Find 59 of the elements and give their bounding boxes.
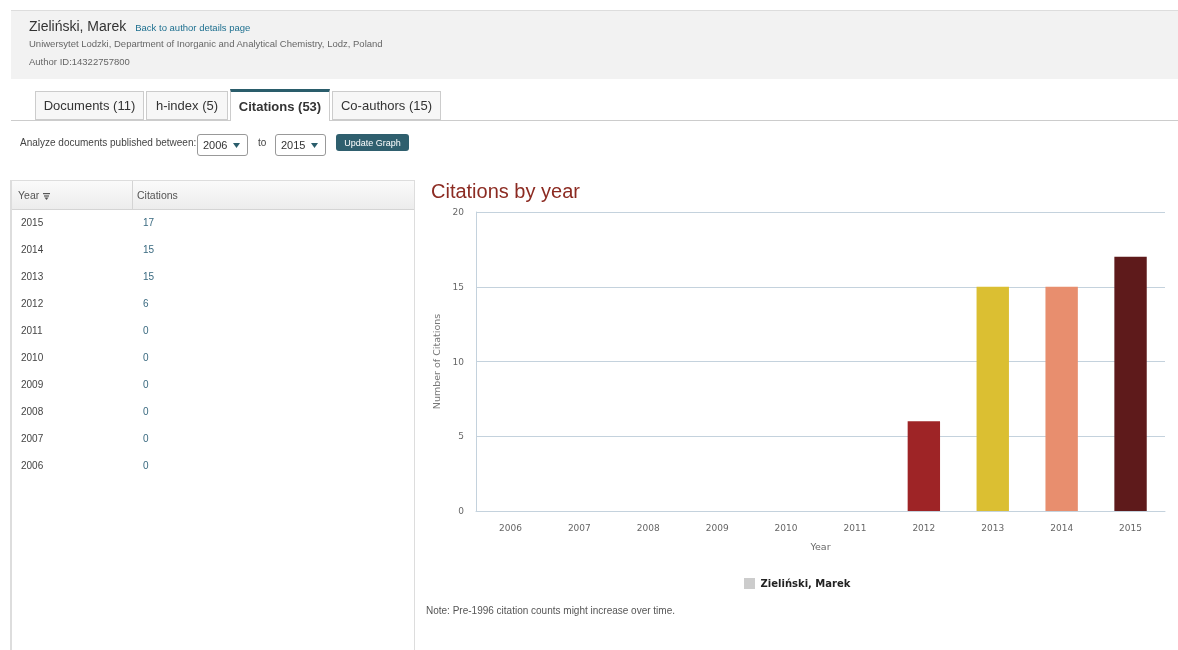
text: Note: Pre-1996 citation counts might increase over time. (426, 605, 676, 616)
text: Author ID:14322757800 (29, 56, 130, 67)
x-tick-label: 2013 (981, 522, 1005, 533)
data-label: 0 (143, 352, 149, 363)
text: Analyze documents published between: (20, 137, 197, 148)
y-tick-label: 15 (452, 281, 464, 292)
x-tick-label: 2010 (774, 522, 798, 533)
data-label: 0 (143, 325, 149, 336)
tab: Citations (53) (230, 89, 330, 121)
x-axis-title: Year (809, 540, 831, 552)
data-label: 6 (143, 298, 149, 309)
data-label: 15 (143, 244, 155, 255)
bar (1045, 286, 1078, 511)
x-tick-label: 2012 (912, 522, 936, 533)
y-tick-label: 10 (452, 356, 465, 367)
y-tick-label: 2012 (21, 298, 44, 309)
bar (1114, 256, 1147, 511)
tab: h-index (5) (146, 91, 228, 120)
y-tick-label: 20 (452, 207, 465, 217)
x-tick-label: 2006 (499, 522, 523, 533)
text: Zieliński, Marek (29, 18, 127, 34)
y-tick-label: 2008 (21, 406, 44, 417)
data-label: 15 (143, 271, 155, 282)
y-tick-label: 5 (458, 431, 464, 442)
y-tick-label: 2009 (21, 379, 44, 390)
data-label: 0 (143, 460, 149, 471)
x-tick-label: 2014 (1050, 522, 1074, 533)
y-tick-label: 0 (458, 506, 465, 516)
y-tick-label: 2015 (21, 217, 44, 228)
x-tick-label: Citations (137, 189, 178, 201)
button: Update Graph (336, 134, 409, 151)
data-label: 0 (143, 406, 149, 417)
x-tick-label: 2007 (567, 522, 591, 533)
tab: Co-authors (15) (332, 91, 441, 120)
chart-title: Citations by year (431, 180, 581, 202)
x-tick-label: 2009 (705, 522, 729, 533)
y-axis-title: Year (18, 189, 40, 201)
bar (976, 286, 1009, 511)
y-tick-label: 2010 (21, 352, 44, 363)
data-label: 0 (143, 379, 149, 390)
x-tick-label: 2015 (1119, 522, 1142, 533)
y-tick-label: 2014 (21, 244, 44, 255)
text: Uniwersytet Lodzki, Department of Inorganic and Analytical Chemistry, Lodz, Poland (29, 38, 383, 49)
year-dropdown: 2015 (275, 134, 326, 156)
x-tick-label: 2011 (843, 522, 867, 533)
year-dropdown: 2006 (197, 134, 248, 156)
data-label: 0 (143, 433, 149, 444)
bar (907, 421, 941, 511)
text: Back to author details page (135, 22, 251, 33)
y-tick-label: 2007 (21, 433, 44, 444)
y-tick-label: 2011 (21, 325, 43, 336)
text: Zieliński, Marek (760, 578, 851, 589)
tab: Documents (11) (35, 91, 144, 120)
y-tick-label: 2006 (21, 460, 44, 471)
y-tick-label: 2013 (21, 271, 44, 282)
x-tick-label: 2008 (636, 522, 660, 533)
data-label: 17 (143, 217, 155, 228)
text: to (258, 137, 267, 148)
y-axis-title: Number of Citations (431, 313, 443, 410)
